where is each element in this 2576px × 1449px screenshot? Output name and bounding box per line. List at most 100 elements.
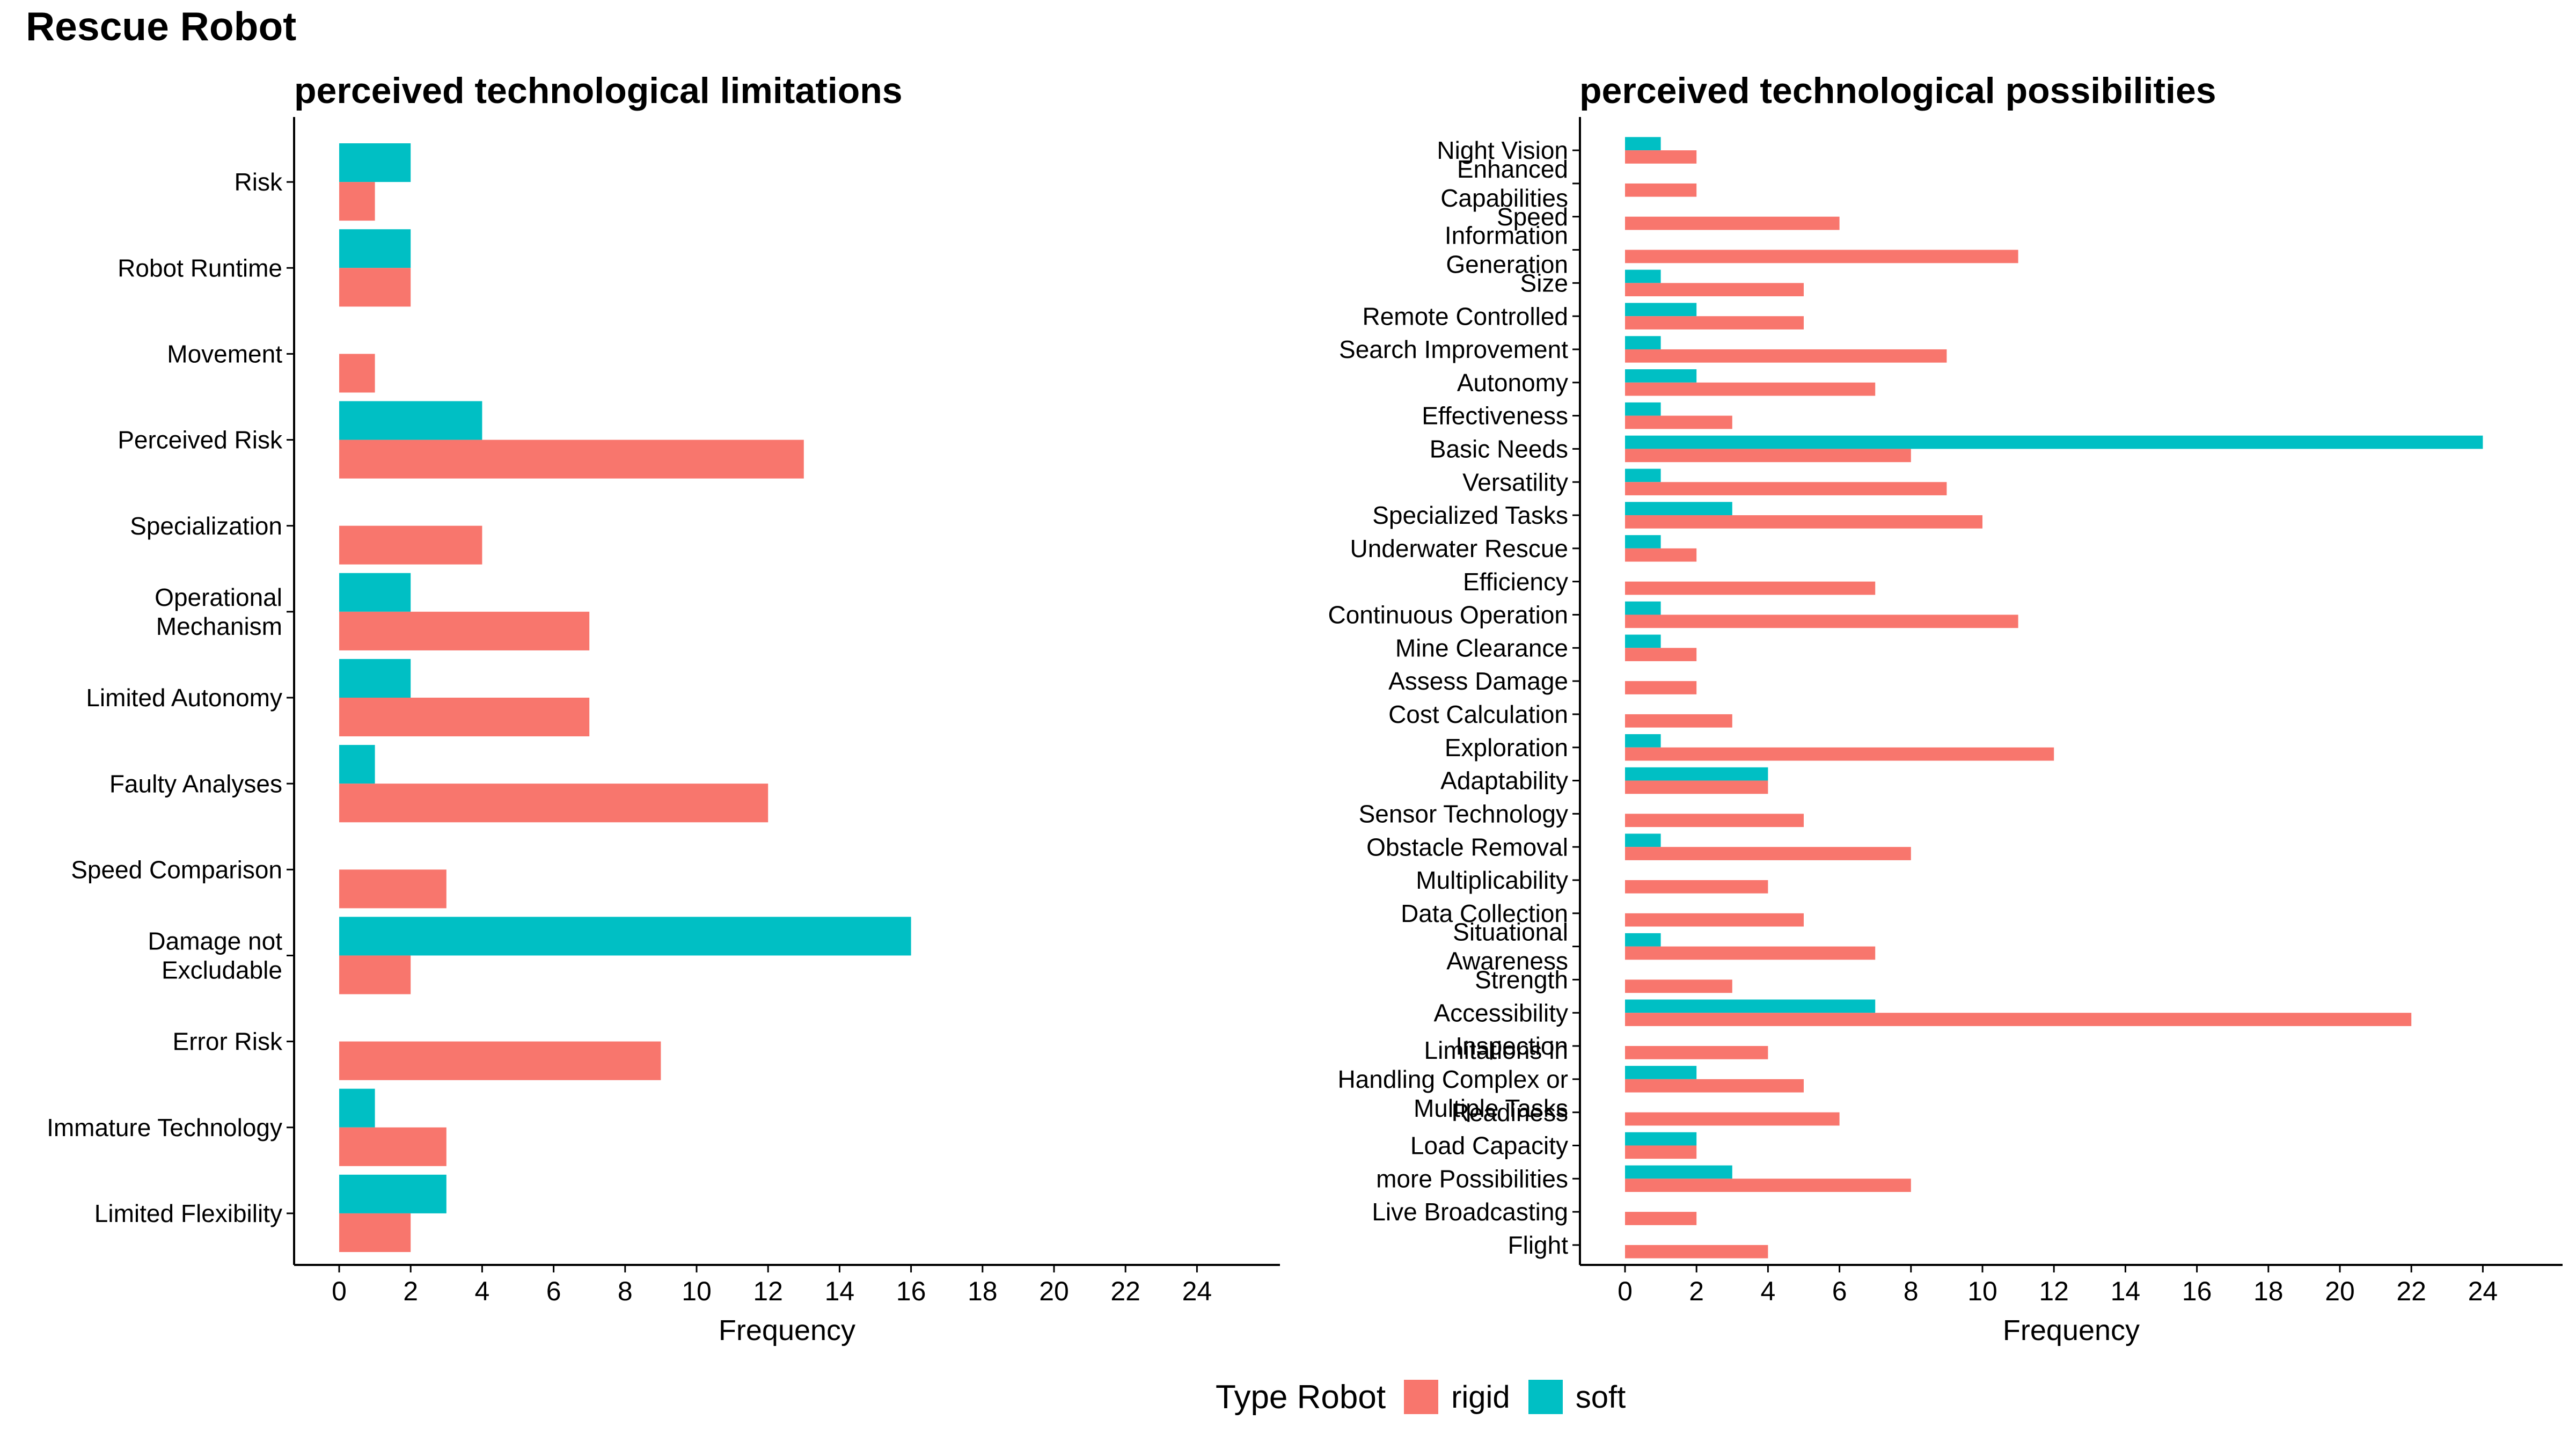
x-tick-label: 14 — [2111, 1276, 2141, 1306]
x-tick-label: 22 — [1110, 1276, 1140, 1306]
bar-rigid — [1625, 1013, 2412, 1026]
category-label: Obstacle Removal — [1366, 833, 1568, 861]
legend: Type Robot rigid soft — [1216, 1371, 1644, 1423]
left-panel: Risk Robot Runtime Movement Perceived Risk S… — [47, 117, 1280, 1346]
x-tick-label: 16 — [2182, 1276, 2212, 1306]
x-tick-label: 6 — [1832, 1276, 1847, 1306]
bar-rigid — [339, 955, 411, 994]
category-label: Load Capacity — [1410, 1132, 1568, 1160]
bar-rigid — [1625, 614, 2018, 628]
x-tick-label: 8 — [1904, 1276, 1919, 1306]
bar-soft — [1625, 601, 1661, 615]
bar-soft — [1625, 269, 1661, 283]
bar-rigid — [1625, 814, 1804, 828]
x-tick-label: 20 — [1039, 1276, 1069, 1306]
category-label: Information Generation — [1445, 222, 1568, 279]
category-label: Robot Runtime — [118, 254, 282, 282]
bar-rigid — [1625, 1245, 1768, 1258]
x-tick-label: 18 — [968, 1276, 998, 1306]
x-tick-label: 12 — [2039, 1276, 2069, 1306]
bar-soft — [339, 1088, 375, 1128]
bar-soft — [1625, 999, 1876, 1013]
bar-soft — [1625, 137, 1661, 151]
bar-rigid — [1625, 482, 1947, 495]
bar-rigid — [1625, 581, 1876, 595]
category-label: Data Collection — [1401, 899, 1568, 927]
bar-rigid — [1625, 349, 1947, 363]
category-label: more Possibilities — [1376, 1165, 1568, 1192]
bar-rigid — [1625, 449, 1911, 463]
x-tick-label: 18 — [2253, 1276, 2284, 1306]
bar-rigid — [339, 354, 375, 393]
category-label: Cost Calculation — [1388, 700, 1568, 728]
bar-rigid — [1625, 780, 1768, 794]
x-axis-title: Frequency — [2003, 1314, 2140, 1346]
main-title: Rescue Robot — [26, 4, 297, 49]
category-label: Sensor Technology — [1359, 800, 1568, 828]
x-tick-label: 10 — [1967, 1276, 1997, 1306]
bar-soft — [339, 401, 482, 440]
bar-soft — [339, 143, 411, 182]
bar-rigid — [339, 268, 411, 307]
bar-rigid — [339, 525, 482, 565]
bar-rigid — [1625, 847, 1911, 860]
bar-rigid — [339, 1041, 661, 1080]
x-tick-label: 20 — [2325, 1276, 2355, 1306]
category-label: Efficiency — [1463, 568, 1568, 596]
category-label: Remote Controlled — [1362, 302, 1568, 330]
bar-rigid — [1625, 1145, 1697, 1159]
category-label: Speed Comparison — [71, 855, 282, 883]
legend-label-soft: soft — [1575, 1379, 1626, 1415]
category-label: Movement — [167, 340, 282, 368]
bar-rigid — [1625, 1079, 1804, 1093]
bar-rigid — [1625, 1046, 1768, 1059]
category-label: Readiness — [1452, 1099, 1568, 1126]
bar-soft — [1625, 435, 2483, 449]
bar-soft — [1625, 402, 1661, 416]
bar-rigid — [1625, 648, 1697, 662]
bar-soft — [1625, 303, 1697, 317]
bar-rigid — [1625, 382, 1876, 396]
bar-rigid — [1625, 747, 2054, 761]
bar-rigid — [1625, 913, 1804, 927]
right-panel-title: perceived technological possibilities — [1579, 70, 2216, 111]
category-label: Autonomy — [1457, 369, 1568, 397]
category-label: Operational Mechanism — [155, 583, 282, 640]
bar-rigid — [339, 440, 804, 479]
category-label: Exploration — [1445, 734, 1568, 762]
category-label: Assess Damage — [1388, 667, 1568, 695]
category-label: Error Risk — [173, 1028, 283, 1056]
x-tick-label: 6 — [546, 1276, 561, 1306]
bar-rigid — [1625, 216, 1840, 230]
category-label: Immature Technology — [47, 1114, 282, 1141]
category-label: Limited Flexibility — [94, 1199, 282, 1227]
bar-rigid — [339, 1213, 411, 1252]
bar-rigid — [339, 1127, 447, 1166]
bar-rigid — [1625, 681, 1697, 694]
bar-rigid — [1625, 1112, 1840, 1126]
bar-rigid — [1625, 415, 1732, 429]
bar-soft — [339, 573, 411, 612]
bar-soft — [1625, 1132, 1697, 1146]
category-label: Search Improvement — [1339, 335, 1568, 363]
x-tick-label: 12 — [753, 1276, 783, 1306]
category-label: Underwater Rescue — [1350, 535, 1568, 562]
x-tick-label: 22 — [2396, 1276, 2426, 1306]
category-label: Effectiveness — [1422, 402, 1568, 430]
bar-rigid — [1625, 183, 1697, 197]
category-label: Live Broadcasting — [1372, 1198, 1568, 1226]
bar-rigid — [1625, 548, 1697, 562]
category-label: Adaptability — [1440, 767, 1568, 795]
bar-soft — [1625, 1165, 1732, 1179]
category-label: Speed — [1497, 203, 1568, 231]
x-tick-label: 14 — [825, 1276, 855, 1306]
bar-soft — [339, 1174, 447, 1213]
legend-title: Type Robot — [1216, 1378, 1386, 1416]
x-tick-label: 0 — [1618, 1276, 1633, 1306]
bar-rigid — [339, 698, 590, 737]
bar-rigid — [339, 784, 769, 823]
bar-soft — [339, 745, 375, 784]
category-label: Strength — [1475, 966, 1568, 994]
